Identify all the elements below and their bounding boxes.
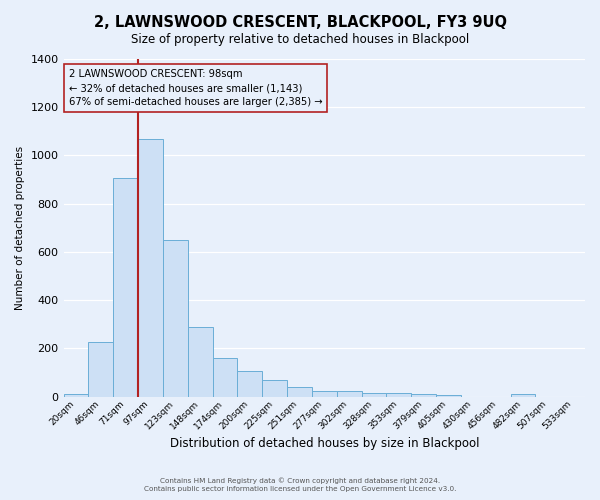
Bar — [163, 240, 188, 396]
Bar — [212, 358, 238, 397]
Y-axis label: Number of detached properties: Number of detached properties — [15, 146, 25, 310]
Bar — [138, 138, 163, 396]
X-axis label: Distribution of detached houses by size in Blackpool: Distribution of detached houses by size … — [170, 437, 479, 450]
Bar — [411, 394, 436, 396]
Text: 2 LAWNSWOOD CRESCENT: 98sqm
← 32% of detached houses are smaller (1,143)
67% of : 2 LAWNSWOOD CRESCENT: 98sqm ← 32% of det… — [69, 69, 322, 107]
Bar — [64, 394, 88, 396]
Bar — [362, 393, 386, 396]
Bar — [262, 380, 287, 396]
Bar — [511, 394, 535, 396]
Bar — [386, 393, 411, 396]
Text: Size of property relative to detached houses in Blackpool: Size of property relative to detached ho… — [131, 32, 469, 46]
Bar — [238, 371, 262, 396]
Bar — [312, 392, 337, 396]
Bar — [113, 178, 138, 396]
Text: 2, LAWNSWOOD CRESCENT, BLACKPOOL, FY3 9UQ: 2, LAWNSWOOD CRESCENT, BLACKPOOL, FY3 9U… — [94, 15, 506, 30]
Bar — [188, 326, 212, 396]
Text: Contains HM Land Registry data © Crown copyright and database right 2024.
Contai: Contains HM Land Registry data © Crown c… — [144, 478, 456, 492]
Bar — [337, 392, 362, 396]
Bar — [88, 342, 113, 396]
Bar — [287, 387, 312, 396]
